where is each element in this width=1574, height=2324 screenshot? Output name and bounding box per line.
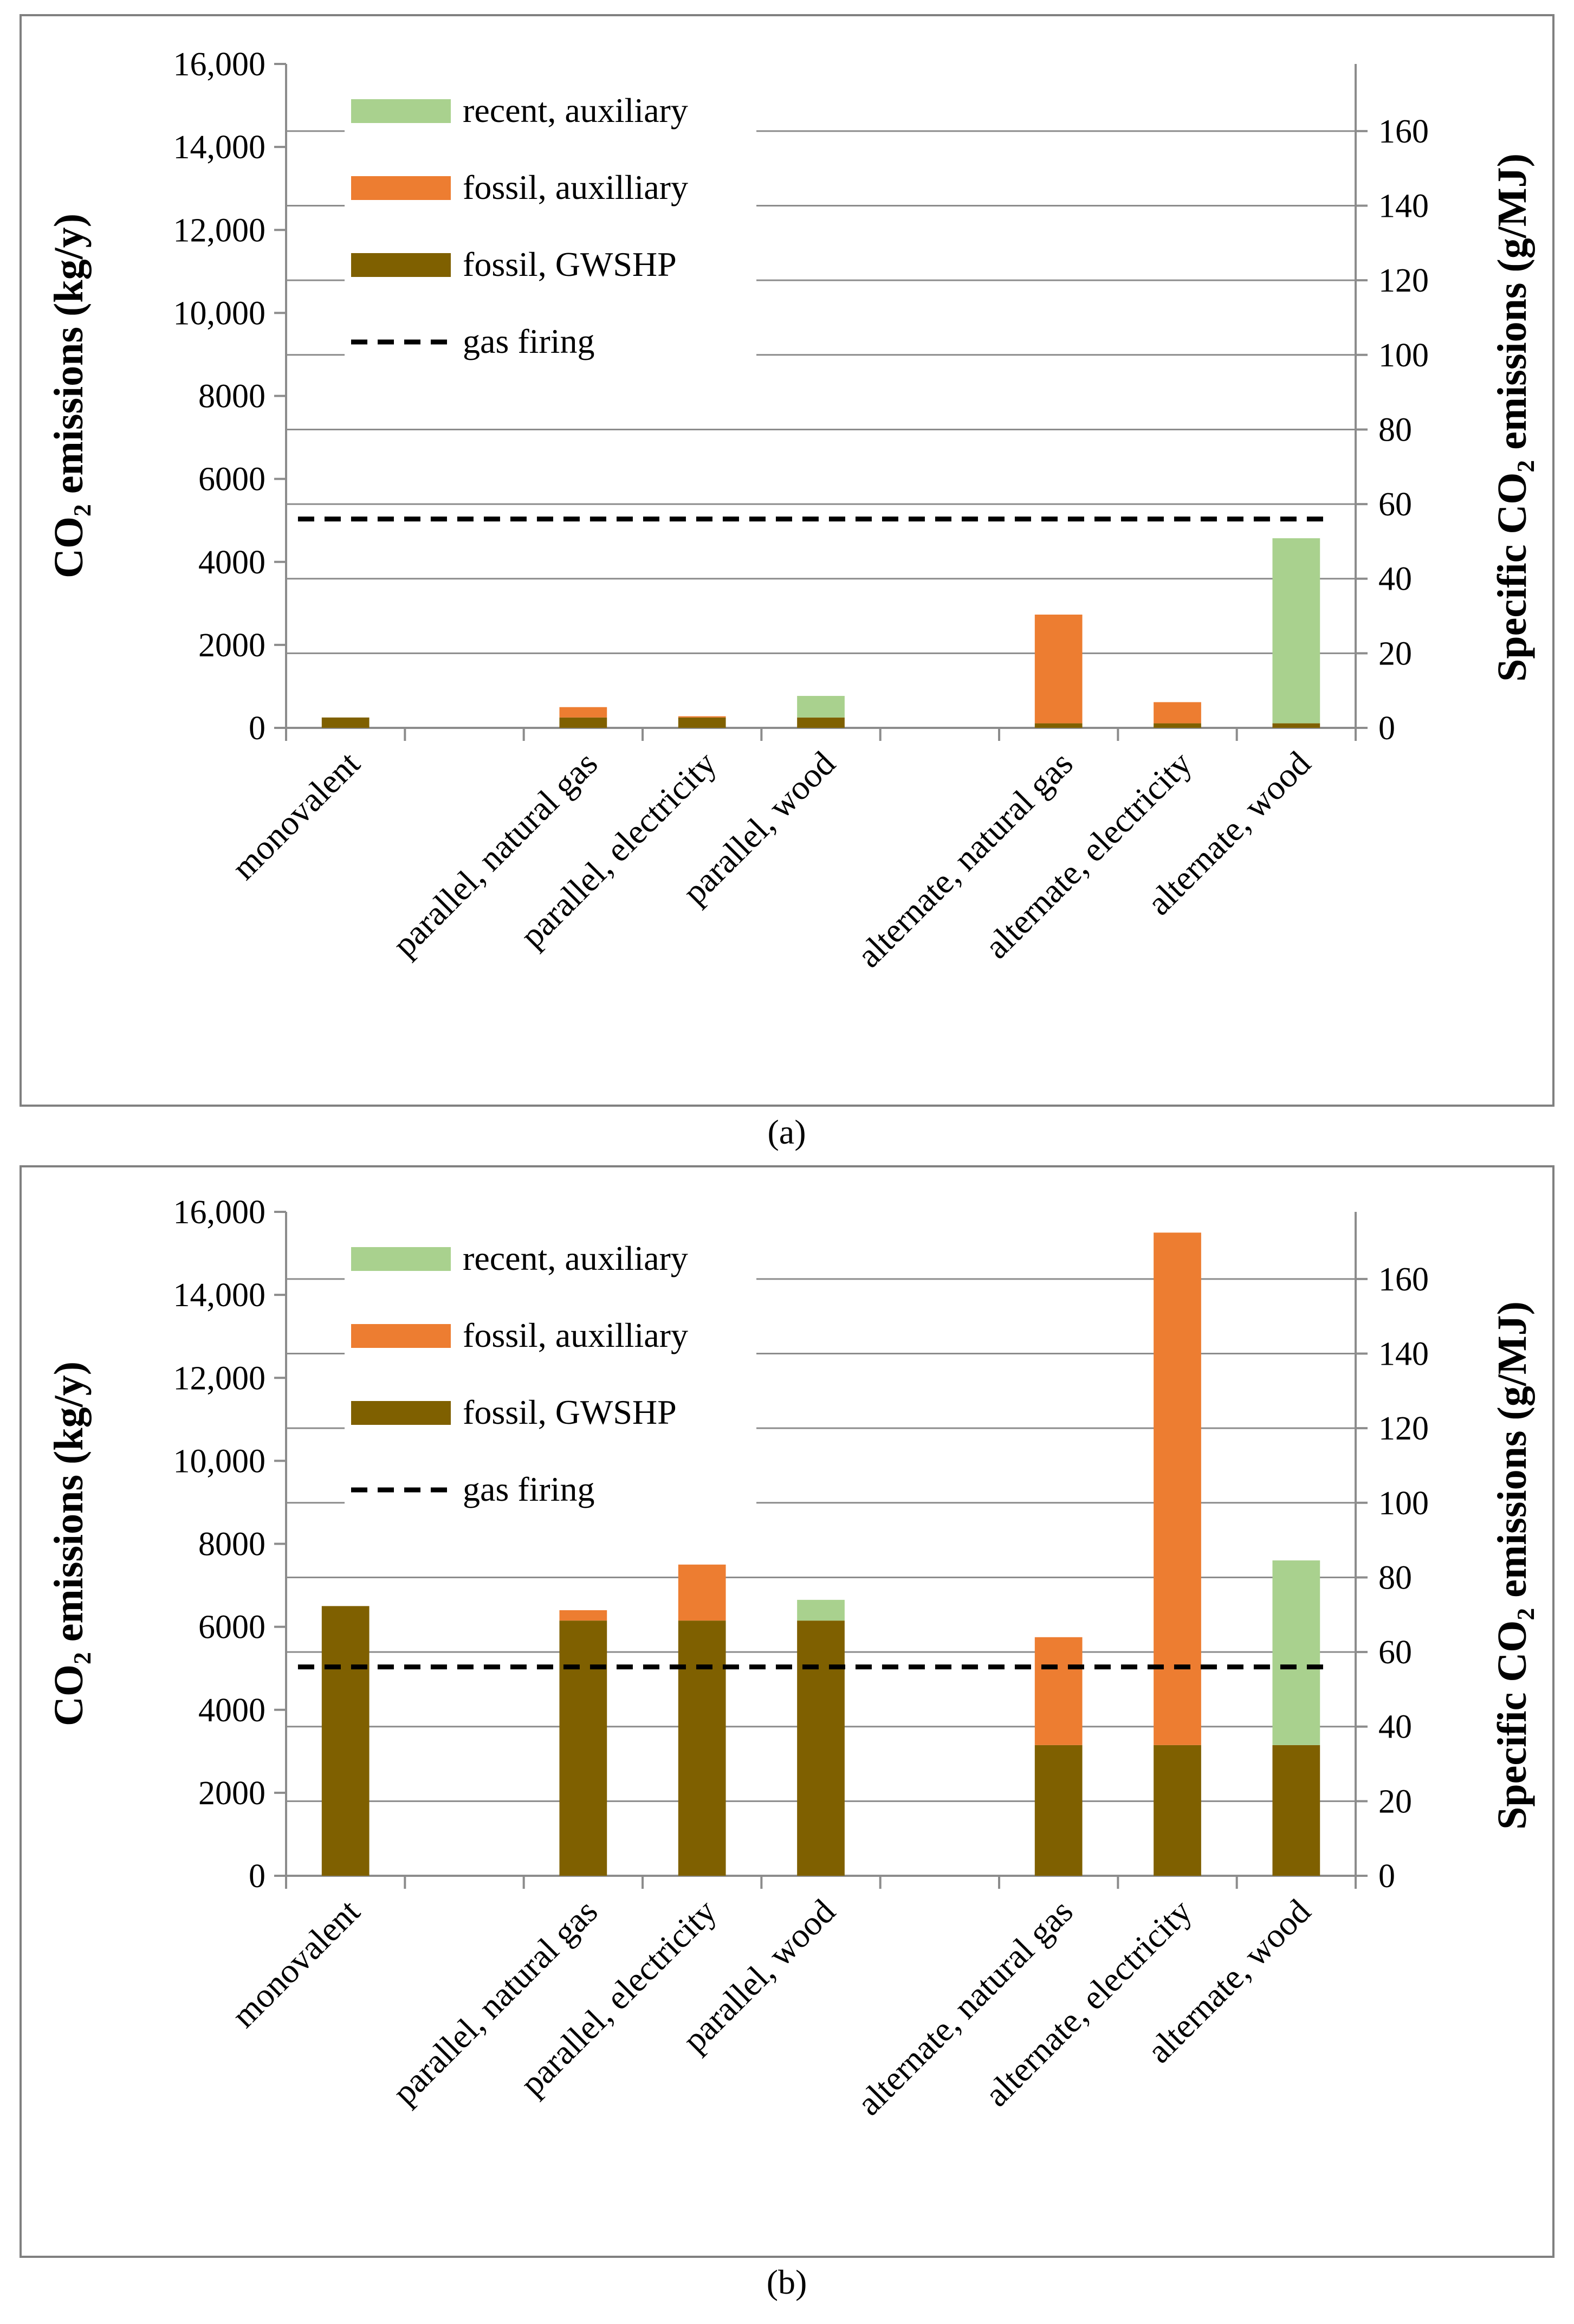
y-tick-label: 8000 (198, 1526, 265, 1563)
legend-label: recent, auxiliary (463, 91, 688, 130)
y-tick-label: 0 (249, 710, 265, 747)
y-axis-title: CO₂ emissions (kg/y) (46, 214, 92, 578)
y2-tick-label: 120 (1378, 262, 1429, 299)
y2-axis-title: Specific CO₂ emissions (g/MJ) (1489, 1301, 1535, 1830)
bar-fossil-gwshp (1154, 1745, 1201, 1876)
bar-fossil-gwshp (559, 1621, 607, 1876)
legend-swatch (351, 176, 451, 200)
legend-label: recent, auxiliary (463, 1239, 688, 1277)
bar-fossil-gwshp (321, 1606, 370, 1876)
bar-fossil-gwshp (1034, 723, 1083, 728)
y2-tick-label: 60 (1378, 1634, 1412, 1671)
panel-label-b: (b) (767, 2263, 807, 2301)
x-category-label: parallel, electricity (513, 1892, 723, 2103)
x-category-label: alternate, electricity (977, 744, 1199, 966)
bar-recent-auxiliary (797, 696, 845, 718)
panel-frame (20, 14, 1554, 1107)
bar-fossil-gwshp (1154, 723, 1201, 728)
legend-swatch (351, 1324, 451, 1348)
bar-fossil-gwshp (797, 717, 845, 728)
y-tick-label: 6000 (198, 461, 265, 498)
bar-recent-auxiliary (797, 1599, 845, 1621)
legend-swatch (351, 99, 451, 123)
x-category-label: parallel, natural gas (385, 1892, 605, 2112)
y2-tick-label: 100 (1378, 337, 1429, 374)
y-axis-title: CO₂ emissions (kg/y) (46, 1361, 92, 1726)
legend-swatch (351, 1401, 451, 1425)
legend-label: fossil, auxilliary (463, 1316, 688, 1354)
legend: recent, auxiliary fossil, auxilliary fossi… (345, 1231, 756, 1518)
legend: recent, auxiliary fossil, auxilliary fossi… (345, 83, 756, 370)
bar-fossil-gwshp (678, 1621, 726, 1876)
chart-panel-a: 0 2000 4000 6000 8000 10,000 12,000 14,000 16,00… (20, 14, 1554, 1107)
x-category-label: parallel, natural gas (385, 744, 605, 964)
bar-fossil-gwshp (678, 717, 726, 728)
chart-panel-b: 0 2000 4000 6000 8000 10,000 12,000 14,000 16,00… (20, 1165, 1554, 2258)
y2-tick-label: 0 (1378, 1858, 1395, 1895)
x-category-label: monovalent (224, 1892, 367, 2035)
y-tick-label: 8000 (198, 378, 265, 415)
x-category-label: alternate, natural gas (850, 744, 1080, 975)
y-tick-label: 10,000 (173, 1443, 266, 1480)
legend-swatch (351, 1247, 451, 1271)
y-tick-label: 2000 (198, 1775, 265, 1812)
y-tick-label: 0 (249, 1858, 265, 1895)
bar-fossil-gwshp (797, 1621, 845, 1876)
y2-tick-label: 80 (1378, 1559, 1412, 1596)
x-category-label: parallel, electricity (513, 744, 723, 955)
y-tick-label: 4000 (198, 544, 265, 581)
y-tick-label: 4000 (198, 1692, 265, 1729)
y2-tick-label: 40 (1378, 1709, 1412, 1746)
legend-label: fossil, auxilliary (463, 168, 688, 206)
x-category-label: monovalent (224, 744, 367, 887)
y2-tick-label: 100 (1378, 1485, 1429, 1522)
y-tick-label: 10,000 (173, 295, 266, 332)
y-tick-label: 14,000 (173, 1277, 266, 1314)
y-tick-label: 12,000 (173, 212, 266, 249)
y2-tick-label: 160 (1378, 113, 1429, 150)
y2-tick-label: 40 (1378, 561, 1412, 598)
bar-fossil-auxilliary (1034, 614, 1083, 724)
bar-fossil-auxilliary (1154, 702, 1201, 724)
bar-fossil-auxilliary (678, 1564, 726, 1621)
y-tick-label: 14,000 (173, 129, 266, 166)
legend-swatch (351, 253, 451, 277)
bar-fossil-gwshp (321, 717, 370, 728)
y2-tick-label: 20 (1378, 635, 1412, 672)
y2-tick-label: 120 (1378, 1410, 1429, 1447)
bar-fossil-auxilliary (678, 716, 726, 718)
y2-tick-label: 0 (1378, 710, 1395, 747)
panel-frame (20, 1165, 1554, 2258)
bar-fossil-gwshp (559, 717, 607, 728)
legend-label: gas firing (463, 1470, 595, 1508)
x-category-label: alternate, electricity (977, 1892, 1199, 2114)
y-tick-label: 2000 (198, 627, 265, 664)
legend-label: fossil, GWSHP (463, 245, 677, 283)
bar-fossil-auxilliary (1034, 1637, 1083, 1745)
bar-fossil-auxilliary (1154, 1232, 1201, 1745)
y2-tick-label: 160 (1378, 1261, 1429, 1298)
bar-fossil-auxilliary (559, 707, 607, 718)
y2-tick-label: 80 (1378, 411, 1412, 448)
y2-axis-title: Specific CO₂ emissions (g/MJ) (1489, 153, 1535, 682)
bar-recent-auxiliary (1272, 538, 1320, 724)
y2-tick-label: 60 (1378, 486, 1412, 523)
bar-fossil-gwshp (1034, 1745, 1083, 1876)
y2-tick-label: 140 (1378, 188, 1429, 225)
bar-recent-auxiliary (1272, 1560, 1320, 1745)
y-tick-label: 16,000 (173, 46, 266, 83)
legend-label: fossil, GWSHP (463, 1393, 677, 1431)
y2-tick-label: 140 (1378, 1336, 1429, 1373)
y-tick-label: 16,000 (173, 1194, 266, 1231)
y2-tick-label: 20 (1378, 1783, 1412, 1820)
panel-label-a: (a) (767, 1113, 806, 1151)
bar-fossil-gwshp (1272, 1745, 1320, 1876)
y-tick-label: 12,000 (173, 1360, 266, 1397)
bar-fossil-auxilliary (559, 1610, 607, 1621)
legend-label: gas firing (463, 322, 595, 360)
x-category-label: alternate, natural gas (850, 1892, 1080, 2123)
bar-fossil-gwshp (1272, 723, 1320, 728)
y-tick-label: 6000 (198, 1609, 265, 1646)
